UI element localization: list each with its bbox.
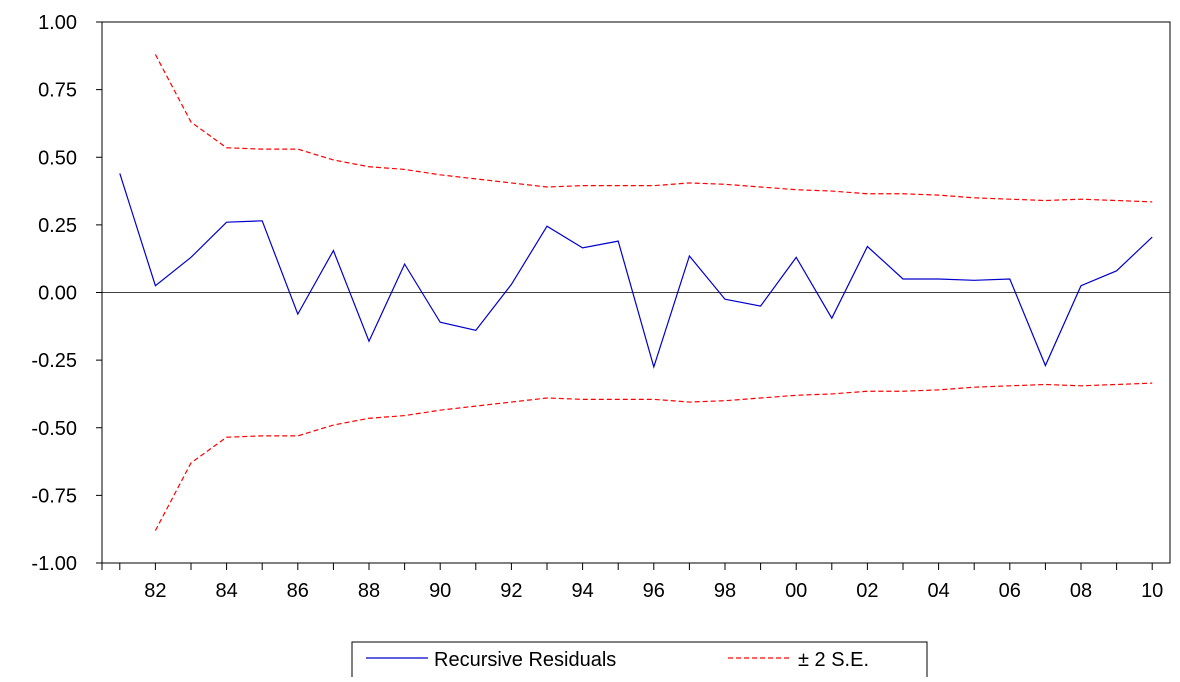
x-tick-label: 96 — [643, 580, 665, 602]
plot-area — [102, 54, 1170, 530]
x-tick-label: 84 — [215, 580, 237, 602]
legend: Recursive Residuals ± 2 S.E. — [352, 642, 927, 677]
y-tick-label: -0.50 — [31, 418, 77, 440]
x-tick-label: 08 — [1070, 580, 1092, 602]
legend-label-se: ± 2 S.E. — [798, 649, 869, 671]
y-tick-label: -0.75 — [31, 485, 77, 507]
legend-label-residuals: Recursive Residuals — [434, 649, 616, 671]
x-tick-label: 90 — [429, 580, 451, 602]
recursive-residuals-line — [120, 173, 1152, 366]
x-tick-label: 02 — [856, 580, 878, 602]
x-tick-label: 88 — [358, 580, 380, 602]
x-tick-label: 10 — [1141, 580, 1163, 602]
x-tick-label: 92 — [500, 580, 522, 602]
axes: 1.00 0.75 0.50 0.25 0.00 -0.25 -0.50 -0.75 -1.00… — [31, 12, 1170, 602]
y-tick-label: 0.75 — [38, 80, 77, 102]
x-tick-label: 94 — [571, 580, 593, 602]
y-tick-label: -0.25 — [31, 350, 77, 372]
y-tick-label: 0.25 — [38, 215, 77, 237]
x-tick-label: 86 — [287, 580, 309, 602]
y-tick-label: 1.00 — [38, 12, 77, 34]
y-tick-label: 0.00 — [38, 283, 77, 305]
x-tick-label: 98 — [714, 580, 736, 602]
se-upper-line — [155, 54, 1152, 201]
y-tick-label: -1.00 — [31, 553, 77, 575]
x-tick-label: 04 — [927, 580, 949, 602]
x-tick-label: 06 — [999, 580, 1021, 602]
se-lower-line — [155, 383, 1152, 530]
y-tick-label: 0.50 — [38, 147, 77, 169]
x-tick-label: 00 — [785, 580, 807, 602]
x-tick-label: 82 — [144, 580, 166, 602]
